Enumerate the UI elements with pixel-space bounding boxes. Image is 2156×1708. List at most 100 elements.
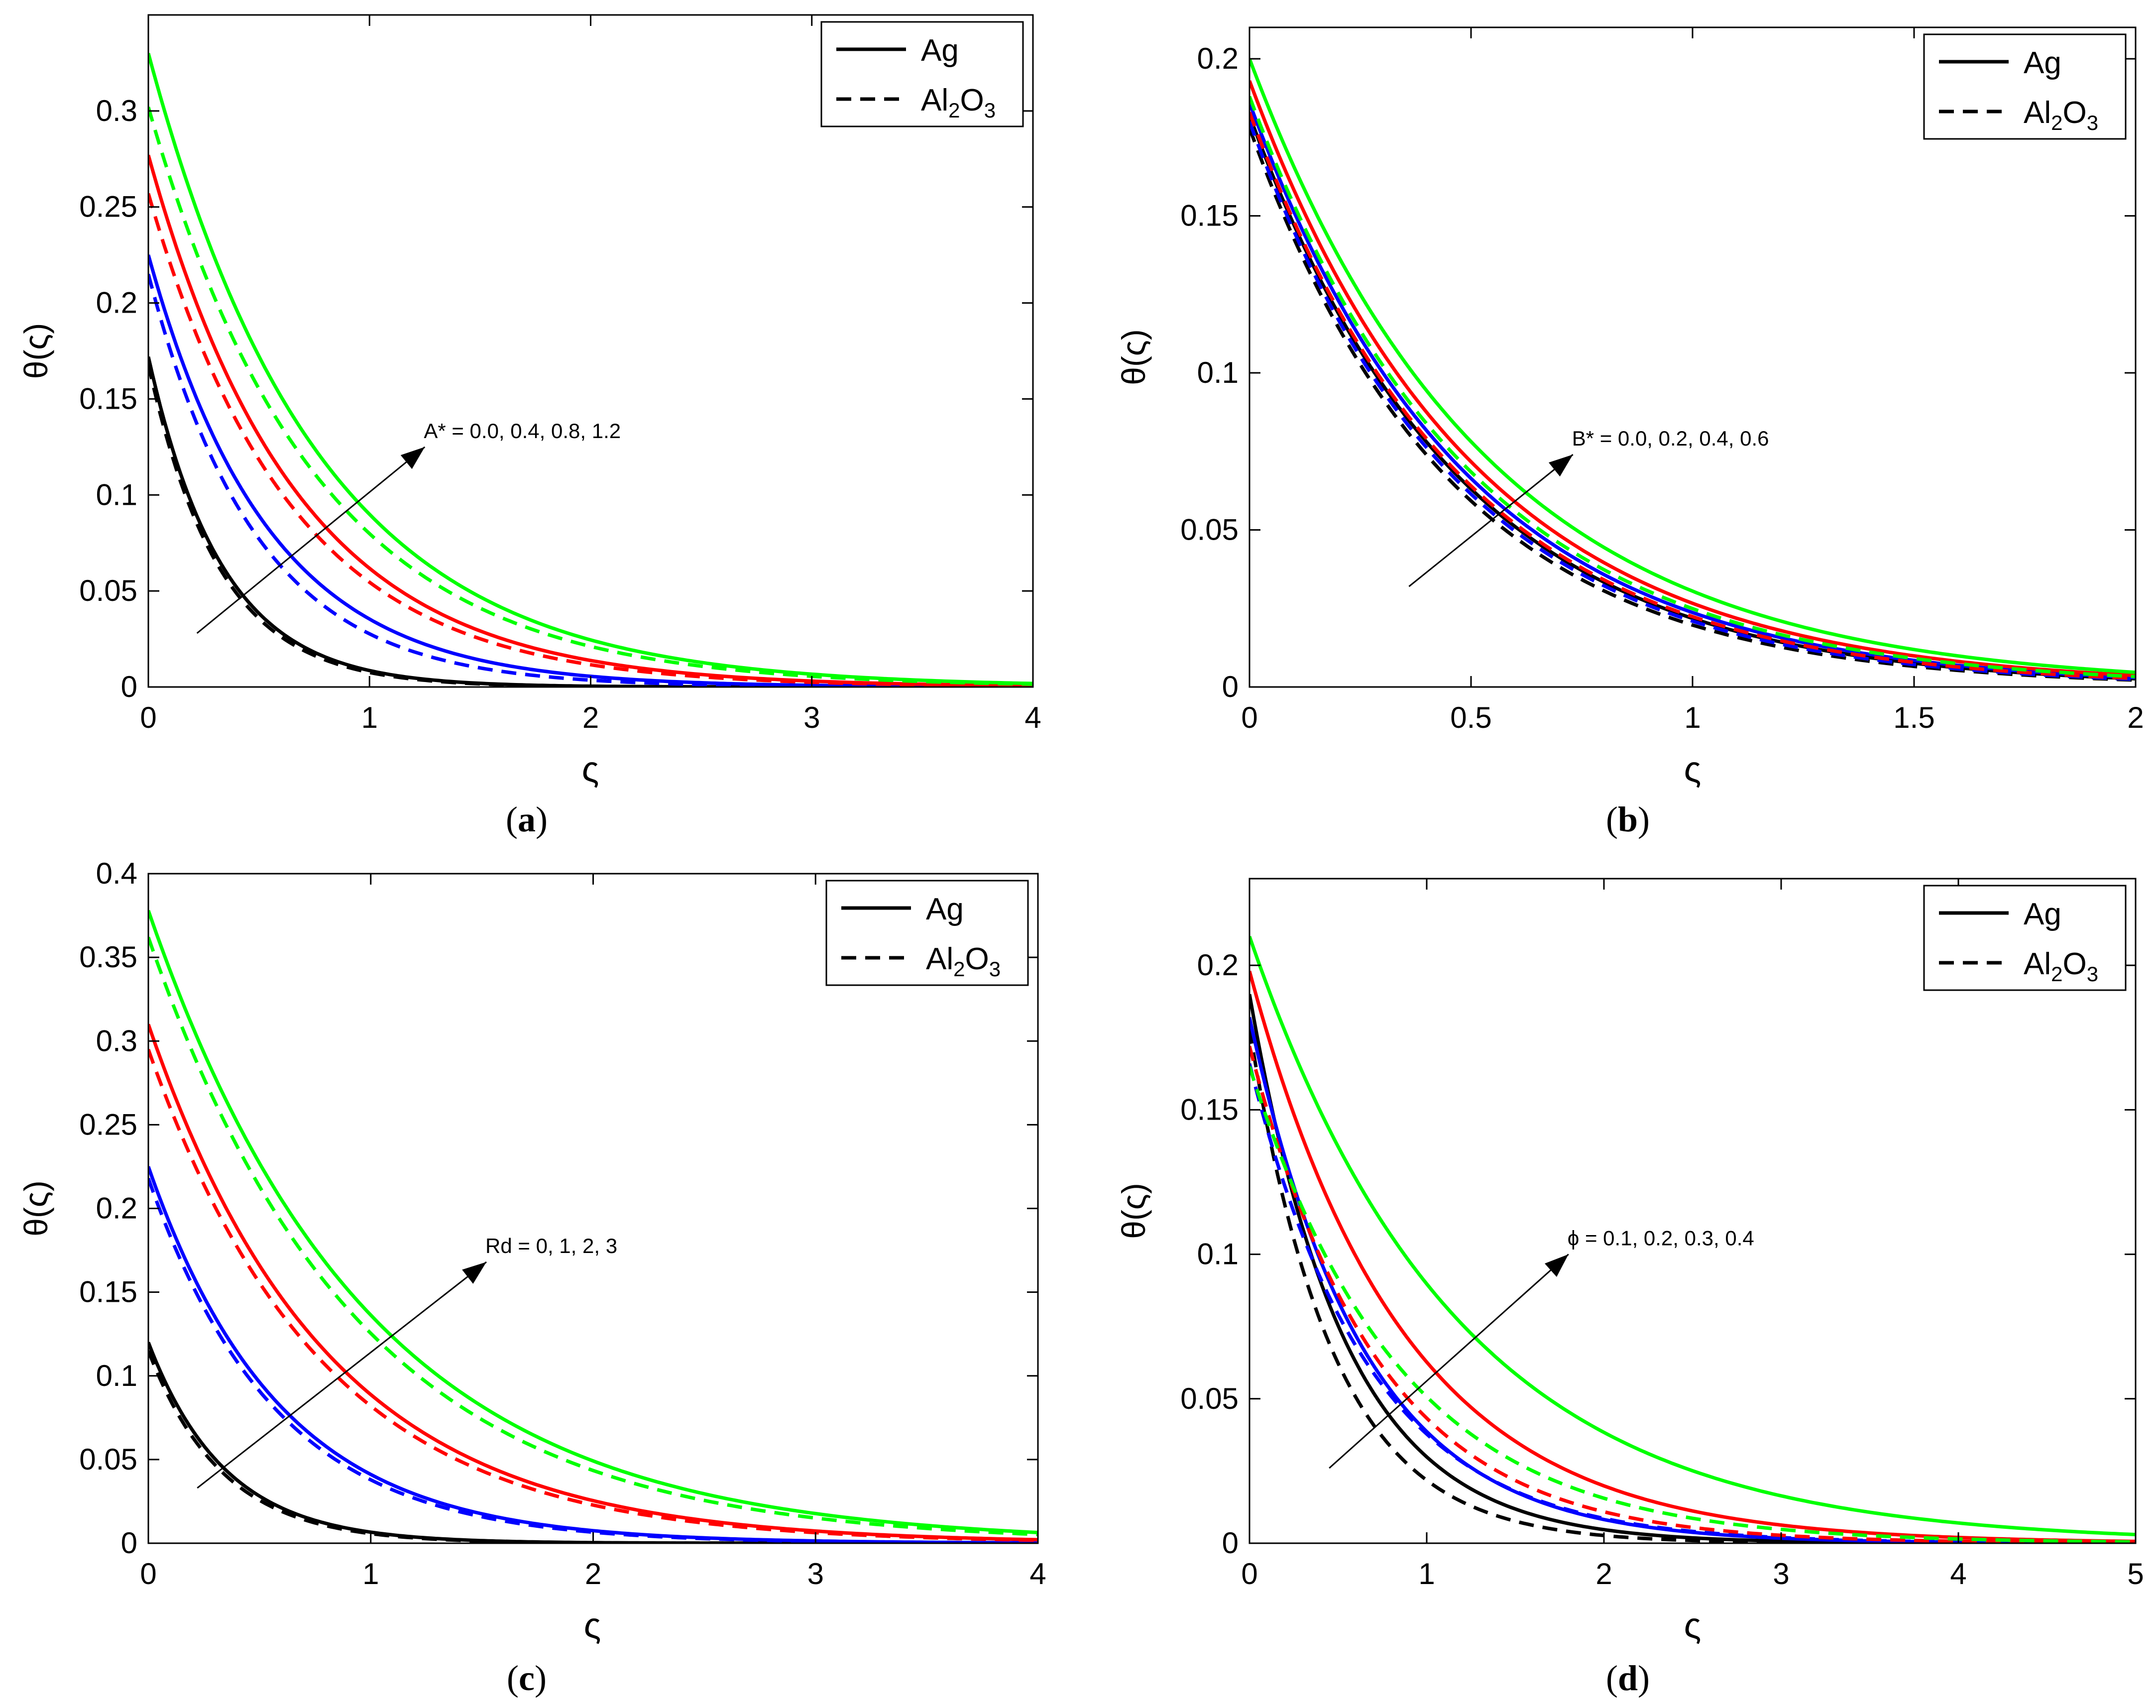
- y-tick-label: 0.3: [96, 94, 137, 127]
- legend-label-ag: Ag: [2024, 46, 2061, 80]
- y-tick-label: 0.2: [1197, 42, 1239, 75]
- y-tick-label: 0.15: [79, 382, 137, 415]
- x-tick-label: 1.5: [1893, 701, 1934, 734]
- x-tick-label: 4: [1950, 1557, 1966, 1591]
- y-tick-label: 0.1: [96, 478, 137, 511]
- y-tick-label: 0.2: [96, 286, 137, 320]
- legend: Ag Al2O3: [825, 880, 1029, 986]
- y-tick-label: 0.4: [96, 857, 137, 890]
- axes-box: [1248, 878, 2137, 1544]
- series-line-6: [148, 193, 1033, 687]
- legend: Ag Al2O3: [1923, 33, 2127, 140]
- annotation-arrow-line: [196, 446, 426, 634]
- caption-text: (b): [1606, 799, 1650, 839]
- panel-caption: (c): [507, 1658, 547, 1698]
- legend: Ag Al2O3: [820, 21, 1024, 127]
- x-axis-label: ς: [1684, 1606, 1702, 1646]
- series-line-4: [1249, 1063, 2136, 1543]
- annotation-label: ϕ = 0.1, 0.2, 0.3, 0.4: [1568, 1227, 1754, 1250]
- x-tick-label: 3: [803, 701, 820, 734]
- x-axis-label: ς: [1684, 750, 1702, 790]
- y-axis-label: θ(ς): [17, 1180, 54, 1236]
- annotation-arrow-head: [462, 1262, 487, 1284]
- legend-label-al2o3: Al2O3: [2024, 947, 2098, 986]
- x-tick-label: 5: [2127, 1557, 2144, 1591]
- legend-box: [1923, 33, 2127, 140]
- series-line-8: [1249, 96, 2136, 679]
- y-tick-label: 0.25: [79, 190, 137, 224]
- x-tick-label: 0: [1241, 701, 1257, 734]
- annotation-arrow-line: [1329, 1253, 1569, 1469]
- panels: 0 1 2 3 400.050.10.150.20.250.3ςθ(ς)A* = 0.0…: [17, 14, 2144, 1698]
- y-tick-label: 0.3: [96, 1024, 137, 1057]
- y-axis-label: θ(ς): [1115, 329, 1152, 385]
- x-tick-label: 1: [1684, 701, 1701, 734]
- panel-caption: (a): [506, 799, 548, 839]
- y-tick-label: 0.05: [1180, 513, 1239, 547]
- series-line-6: [148, 1048, 1038, 1542]
- y-tick-label: 0.15: [1180, 1093, 1239, 1126]
- annotation-label: A* = 0.0, 0.4, 0.8, 1.2: [424, 419, 621, 443]
- x-tick-label: 1: [361, 701, 378, 734]
- annotation-label: Rd = 0, 1, 2, 3: [485, 1234, 617, 1257]
- y-tick-label: 0: [121, 670, 137, 703]
- x-tick-label: 2: [582, 701, 599, 734]
- series-line-7: [1249, 58, 2136, 675]
- y-tick-label: 0: [1222, 1526, 1239, 1560]
- x-tick-label: 2: [1595, 1557, 1612, 1591]
- y-axis-label: θ(ς): [17, 323, 54, 379]
- chart-panel-a: 0 1 2 3 4 0 0.05 0.1 0.15 0.2 0.25 0.3 ς θ(ς) A* = 0.0…: [17, 14, 1041, 839]
- series-line-4: [1249, 121, 2136, 682]
- chart-panel-b: 0 0.5 1 1.5 2 0 0.05 0.1 0.15 0.2 ς θ(ς) B* = 0.0, 0…: [1115, 26, 2144, 839]
- series-line-8: [148, 107, 1033, 686]
- series-line-6: [1249, 1045, 2136, 1543]
- series-line-8: [148, 936, 1038, 1536]
- y-axis-label: θ(ς): [1115, 1183, 1152, 1239]
- y-tick-label: 0.2: [96, 1192, 137, 1225]
- y-tick-label: 0.2: [1197, 948, 1239, 982]
- x-tick-label: 4: [1024, 701, 1041, 734]
- series-line-5: [1249, 80, 2136, 678]
- y-tick-label: 0: [121, 1526, 137, 1560]
- y-tick-label: 0.1: [96, 1359, 137, 1392]
- x-tick-label: 3: [1773, 1557, 1789, 1591]
- annotation-arrow-head: [400, 447, 425, 469]
- x-axis-label: ς: [584, 1606, 601, 1646]
- series-line-6: [1249, 112, 2136, 681]
- series-line-8: [1249, 1066, 2136, 1543]
- x-tick-label: 4: [1029, 1557, 1046, 1591]
- legend-label-ag: Ag: [926, 892, 964, 926]
- x-axis-label: ς: [582, 750, 599, 790]
- series-line-7: [1249, 935, 2136, 1537]
- series-line-2: [1249, 1028, 2136, 1543]
- y-tick-label: 0.05: [1180, 1382, 1239, 1415]
- x-tick-label: 2: [2127, 701, 2144, 734]
- legend-label-al2o3: Al2O3: [2024, 96, 2098, 134]
- series-line-4: [148, 1177, 1038, 1543]
- series-line-7: [148, 910, 1038, 1534]
- x-tick-label: 1: [362, 1557, 379, 1591]
- legend-label-al2o3: Al2O3: [926, 942, 1001, 981]
- legend-box: [820, 21, 1024, 127]
- legend-box: [825, 880, 1029, 986]
- y-tick-label: 0.1: [1197, 1238, 1239, 1271]
- y-tick-label: 0.05: [79, 1443, 137, 1476]
- annotation-arrow-head: [1549, 455, 1573, 477]
- y-tick-label: 0.25: [79, 1108, 137, 1141]
- legend-label-ag: Ag: [2024, 897, 2061, 931]
- caption-text: (a): [506, 799, 548, 839]
- legend: Ag Al2O3: [1923, 885, 2127, 991]
- x-tick-label: 0.5: [1450, 701, 1491, 734]
- panel-caption: (b): [1606, 799, 1650, 839]
- x-tick-label: 0: [140, 1557, 156, 1591]
- x-tick-label: 1: [1418, 1557, 1435, 1591]
- series-line-5: [1249, 970, 2136, 1543]
- y-tick-label: 0.15: [1180, 199, 1239, 232]
- series-group: [1249, 935, 2136, 1543]
- y-tick-label: 0.1: [1197, 356, 1239, 389]
- chart-panel-d: 0 1 2 3 4 5 0 0.05 0.1 0.15 0.2 ς θ(ς) ϕ = 0.1, 0.2, …: [1115, 878, 2144, 1698]
- caption-text: (c): [507, 1658, 547, 1698]
- x-tick-label: 3: [807, 1557, 824, 1591]
